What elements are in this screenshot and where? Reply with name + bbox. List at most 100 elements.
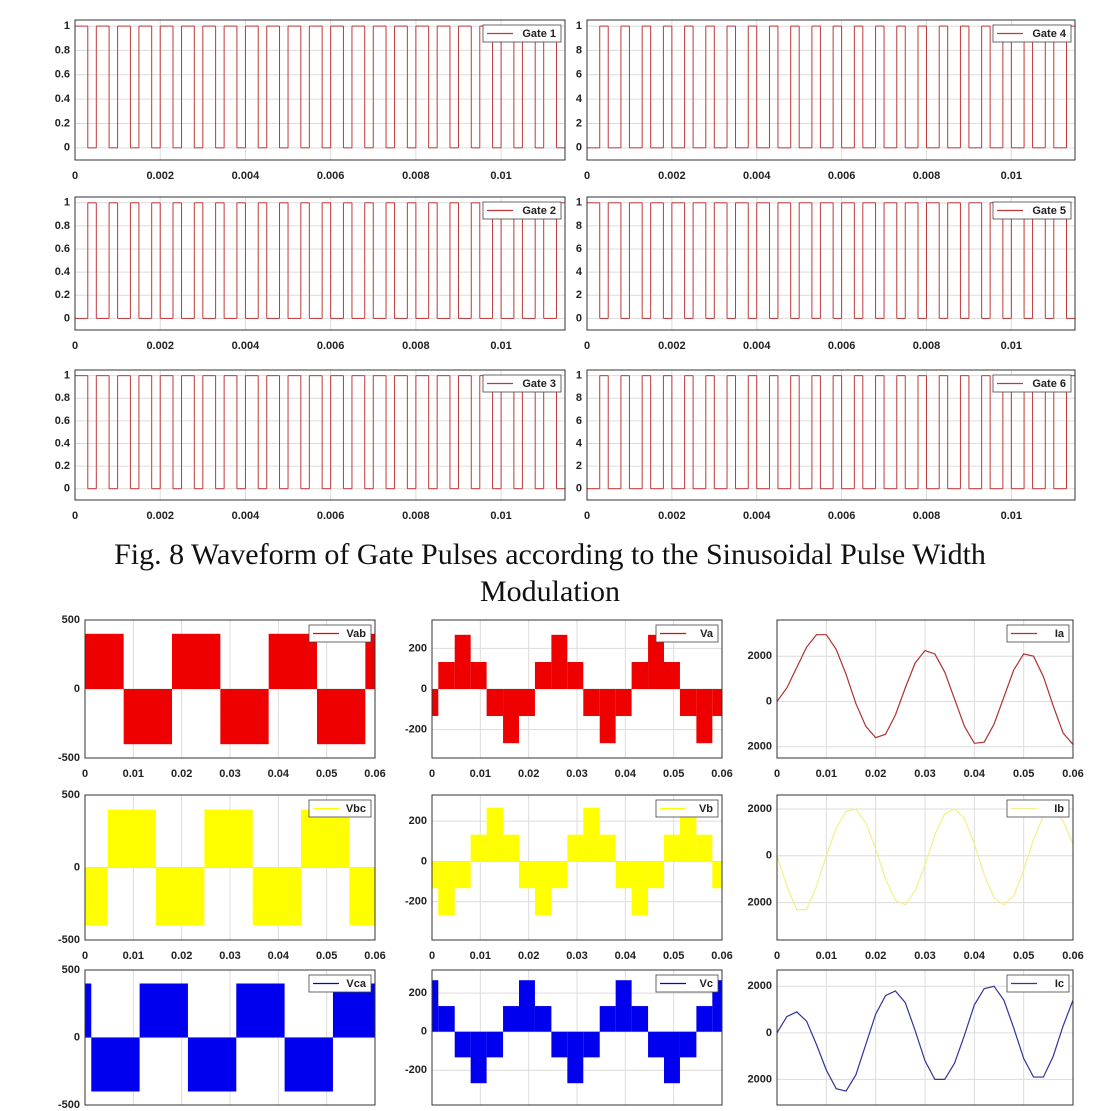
legend-label: Vca — [346, 978, 366, 990]
x-tick-label: 0.004 — [232, 170, 260, 182]
y-tick-label: 2000 — [748, 1073, 772, 1085]
y-tick-label: 6 — [576, 243, 582, 255]
legend-box — [1006, 624, 1070, 643]
x-tick-label: 0.002 — [658, 510, 686, 522]
legend-label: Gate 2 — [522, 205, 556, 217]
x-tick-label: 0.06 — [711, 950, 732, 962]
pulse-block — [534, 662, 552, 689]
pulse-block — [567, 662, 584, 689]
pulse-block — [486, 807, 504, 862]
pulse-block — [486, 689, 504, 716]
pulse-block — [615, 980, 632, 1032]
y-tick-label: 0 — [576, 142, 582, 154]
y-tick-label: -500 — [58, 752, 80, 764]
x-tick-label: 0.008 — [402, 510, 430, 522]
y-tick-label: 0 — [74, 861, 80, 873]
pulse-block — [631, 662, 649, 689]
legend-box — [482, 24, 562, 43]
x-tick-label: 0.002 — [146, 510, 174, 522]
x-tick-label: 0.05 — [663, 768, 684, 780]
pulse-block — [679, 807, 697, 862]
pulse-block — [648, 1031, 664, 1058]
y-tick-label: 0 — [421, 855, 427, 867]
legend-box — [655, 624, 719, 643]
x-tick-label: 0.006 — [828, 170, 856, 182]
pulse-block — [432, 980, 439, 1032]
x-tick-label: 0 — [584, 340, 590, 352]
legend-box — [482, 201, 562, 220]
legend-label: Vc — [700, 978, 713, 990]
x-tick-label: 0.01 — [490, 510, 511, 522]
y-tick-label: 0 — [766, 695, 772, 707]
x-tick-label: 0.03 — [219, 768, 240, 780]
y-tick-label: 200 — [409, 987, 427, 999]
x-tick-label: 0.04 — [615, 768, 637, 780]
pulse-block — [107, 809, 157, 868]
pulse-block — [599, 689, 616, 744]
x-tick-label: 0.05 — [316, 768, 337, 780]
pulse-block — [519, 861, 535, 889]
pulse-edges — [87, 26, 557, 148]
pulse-block — [583, 1031, 600, 1058]
x-tick-label: 0.02 — [518, 950, 539, 962]
y-tick-label: 6 — [576, 69, 582, 81]
current-line — [776, 634, 1074, 745]
pulse-block — [696, 689, 713, 744]
y-tick-label: -500 — [58, 1099, 80, 1111]
caption: Fig. 8 Waveform of Gate Pulses according… — [114, 538, 986, 608]
x-tick-label: 0.002 — [146, 170, 174, 182]
x-tick-label: 0.01 — [816, 950, 837, 962]
pulse-block — [503, 834, 519, 862]
pulse-block — [454, 1031, 471, 1058]
pulse-block — [349, 867, 375, 926]
pulse-block — [696, 834, 713, 862]
pulse-block — [432, 689, 439, 716]
legend-box — [655, 974, 719, 993]
x-tick-label: 0.04 — [268, 950, 290, 962]
x-tick-label: 0.03 — [566, 768, 587, 780]
y-tick-label: 4 — [576, 266, 583, 278]
x-tick-label: 0.002 — [146, 340, 174, 352]
x-tick-label: 0.05 — [1013, 768, 1034, 780]
axes-frame — [776, 619, 1074, 759]
y-tick-label: 8 — [576, 392, 582, 404]
y-tick-label: 200 — [409, 642, 427, 654]
x-tick-label: 0.008 — [402, 170, 430, 182]
x-tick-label: 0.06 — [364, 950, 385, 962]
y-tick-label: -500 — [58, 934, 80, 946]
legend-label: Ic — [1055, 978, 1064, 990]
x-tick-label: 0.01 — [1001, 510, 1022, 522]
legend-label: Va — [700, 628, 714, 640]
pulse-block — [583, 689, 600, 716]
x-tick-label: 0 — [72, 510, 78, 522]
axes-frame — [84, 969, 376, 1106]
y-tick-label: 1 — [64, 20, 70, 32]
x-tick-label: 0.004 — [232, 340, 260, 352]
x-tick-label: 0.01 — [470, 768, 491, 780]
pulse-block — [123, 689, 172, 745]
y-tick-label: 0 — [64, 483, 70, 495]
x-tick-label: 0.01 — [470, 950, 491, 962]
pulse-block — [551, 1031, 568, 1058]
pulse-block — [712, 861, 722, 889]
x-tick-label: 0.01 — [123, 950, 144, 962]
pulse-block — [599, 834, 616, 862]
pulse-block — [220, 689, 269, 745]
x-tick-label: 0.01 — [816, 768, 837, 780]
y-tick-label: 0 — [74, 683, 80, 695]
y-tick-label: 4 — [576, 437, 583, 449]
pulse-block — [712, 689, 722, 716]
y-tick-label: 0.8 — [55, 220, 70, 232]
y-tick-label: 500 — [62, 614, 80, 626]
current-line — [776, 985, 1074, 1092]
x-tick-label: 0.03 — [566, 950, 587, 962]
x-tick-label: 0.006 — [317, 170, 345, 182]
y-tick-label: 1 — [576, 197, 582, 209]
x-tick-label: 0.01 — [123, 768, 144, 780]
x-tick-label: 0 — [429, 950, 435, 962]
pulse-block — [664, 834, 680, 862]
x-tick-label: 0 — [429, 768, 435, 780]
y-tick-label: 2 — [576, 289, 582, 301]
pulse-block — [503, 1006, 519, 1032]
